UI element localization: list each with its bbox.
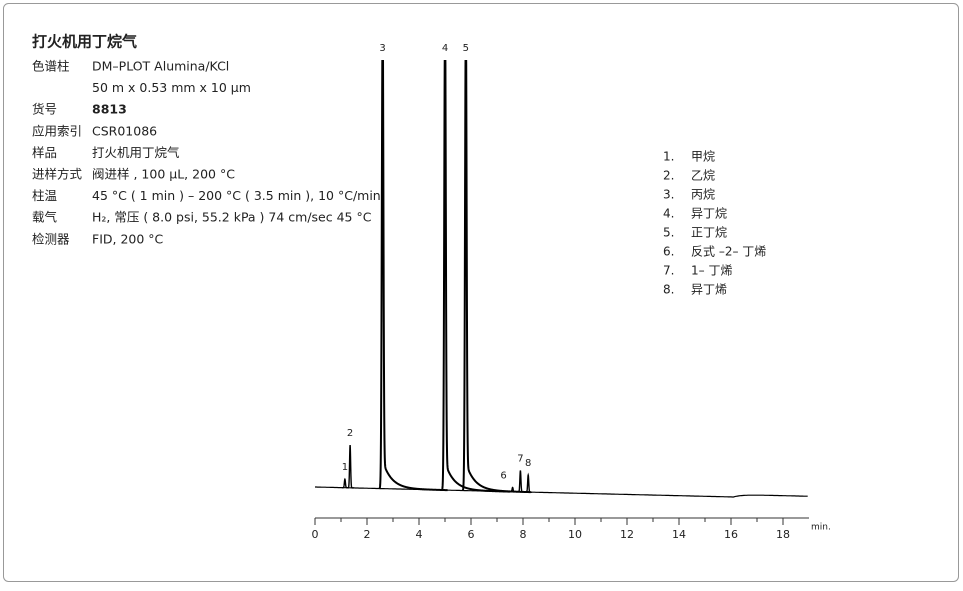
peak-label: 3 <box>379 43 385 54</box>
info-value: 阀进样 , 100 μL, 200 °C <box>92 167 235 182</box>
legend-number: 7. <box>663 264 674 278</box>
legend-number: 8. <box>663 283 674 297</box>
legend-name: 甲烷 <box>691 150 715 164</box>
peak-label: 7 <box>517 454 523 465</box>
info-label: 检测器 <box>32 231 70 246</box>
legend-name: 异丁烯 <box>691 283 727 297</box>
info-block: 色谱柱 DM–PLOT Alumina/KCl 50 m x 0.53 mm x 1… <box>32 59 381 247</box>
info-value: 打火机用丁烷气 <box>92 145 180 160</box>
x-tick-label: 8 <box>520 528 527 541</box>
info-value: CSR01086 <box>92 123 157 138</box>
x-tick-label: 10 <box>568 528 582 541</box>
peak <box>378 60 448 492</box>
legend-number: 3. <box>663 188 674 202</box>
baseline <box>315 486 808 498</box>
legend-name: 正丁烷 <box>691 226 727 240</box>
peak <box>517 470 525 493</box>
info-label: 进样方式 <box>32 167 83 182</box>
legend-name: 异丁烷 <box>691 207 727 221</box>
peak <box>346 445 354 489</box>
info-label: 样品 <box>32 145 57 160</box>
x-tick-label: 2 <box>364 528 371 541</box>
legend-name: 1– 丁烯 <box>691 264 732 278</box>
x-tick-label: 12 <box>620 528 634 541</box>
legend: 1. 甲烷 2. 乙烷 3. 丙烷 4. 异丁烷 5. 正丁烷 6. 反式 –2– 丁烯 7. 1– 丁烯… <box>663 150 766 297</box>
peak-label: 2 <box>347 428 353 439</box>
info-label: 应用索引 <box>32 123 82 138</box>
peak-label: 1 <box>342 462 348 473</box>
info-label: 色谱柱 <box>32 59 70 74</box>
plot <box>315 60 808 498</box>
legend-number: 1. <box>663 150 674 164</box>
x-tick-label: 0 <box>312 528 319 541</box>
info-value: 8813 <box>92 102 127 117</box>
frame <box>3 3 959 582</box>
info-label: 载气 <box>32 210 58 225</box>
legend-name: 乙烷 <box>691 169 715 183</box>
info-value: 50 m x 0.53 mm x 10 μm <box>92 80 251 95</box>
peak <box>341 477 349 489</box>
peak <box>441 60 510 493</box>
peak <box>461 60 531 494</box>
peak-label: 4 <box>442 43 448 54</box>
title: 打火机用丁烷气 <box>32 33 137 51</box>
info-value: DM–PLOT Alumina/KCl <box>92 59 229 74</box>
x-tick-label: 6 <box>468 528 475 541</box>
x-axis: 0 2 4 6 8 10 12 14 16 18 min. <box>312 517 831 541</box>
legend-number: 5. <box>663 226 674 240</box>
peak-label: 6 <box>500 470 506 481</box>
x-tick-label: 18 <box>776 528 790 541</box>
peak <box>509 486 517 493</box>
legend-number: 6. <box>663 245 674 259</box>
legend-number: 4. <box>663 207 674 221</box>
info-value: H₂, 常压 ( 8.0 psi, 55.2 kPa ) 74 cm/sec 4… <box>92 210 372 225</box>
legend-name: 丙烷 <box>691 188 715 202</box>
legend-name: 反式 –2– 丁烯 <box>691 245 766 259</box>
x-axis-label: min. <box>811 523 831 533</box>
x-tick-label: 4 <box>416 528 423 541</box>
info-label: 柱温 <box>32 188 58 203</box>
info-value: 45 °C ( 1 min ) – 200 °C ( 3.5 min ), 10… <box>92 188 381 203</box>
x-tick-label: 16 <box>724 528 738 541</box>
peak-label: 5 <box>463 43 469 54</box>
peak-label: 8 <box>525 458 531 469</box>
peak <box>525 472 533 493</box>
x-tick-label: 14 <box>672 528 686 541</box>
legend-number: 2. <box>663 169 674 183</box>
info-value: FID, 200 °C <box>92 231 164 246</box>
info-label: 货号 <box>32 102 57 117</box>
